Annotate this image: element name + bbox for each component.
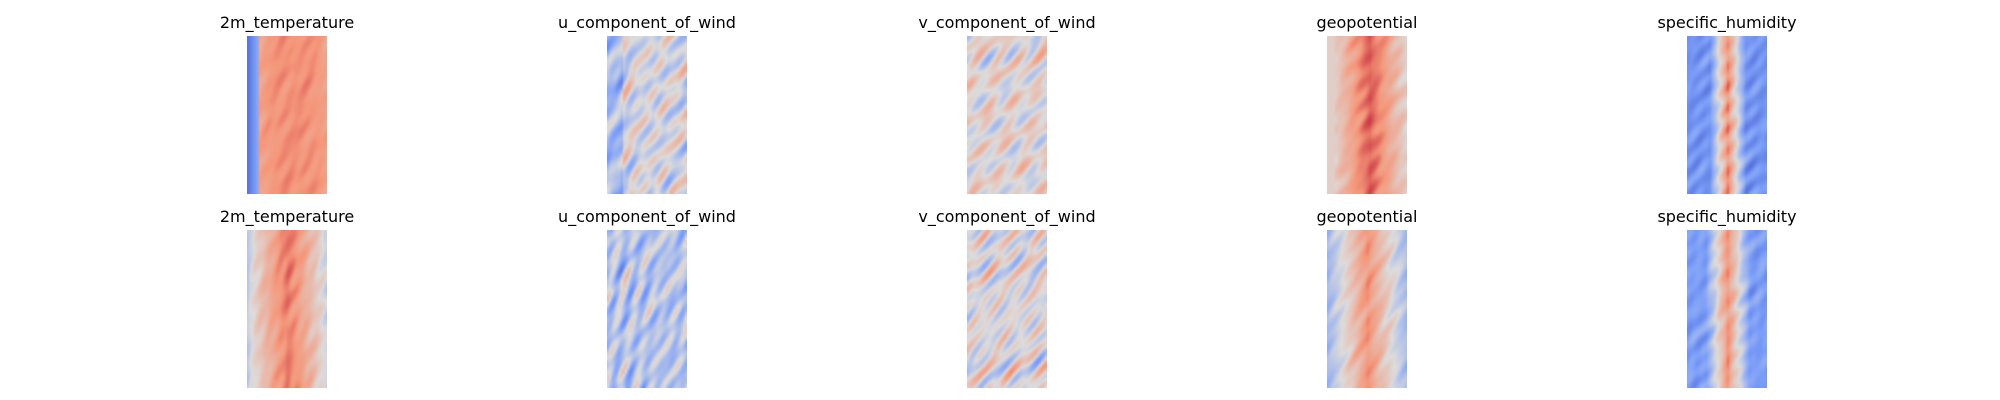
heatmap-image: [1327, 36, 1407, 194]
heatmap-image: [967, 36, 1047, 194]
panel-title: u_component_of_wind: [558, 13, 736, 32]
heatmap-image: [1687, 36, 1767, 194]
heatmap-image: [607, 36, 687, 194]
panel-title: 2m_temperature: [219, 13, 355, 32]
heatmap-image: [967, 230, 1047, 388]
heatmap-image: [247, 36, 327, 194]
heatmap-image: [607, 230, 687, 388]
panel-title: v_component_of_wind: [918, 13, 1096, 32]
panel-title: specific_humidity: [1657, 13, 1797, 32]
panel-title: specific_humidity: [1657, 207, 1797, 226]
panel-title: 2m_temperature: [219, 207, 355, 226]
panel-title: v_component_of_wind: [918, 207, 1096, 226]
panel-title: geopotential: [1316, 207, 1418, 226]
panel-title: u_component_of_wind: [558, 207, 736, 226]
heatmap-image: [1327, 230, 1407, 388]
heatmap-image: [247, 230, 327, 388]
heatmap-image: [1687, 230, 1767, 388]
panel-title: geopotential: [1316, 13, 1418, 32]
